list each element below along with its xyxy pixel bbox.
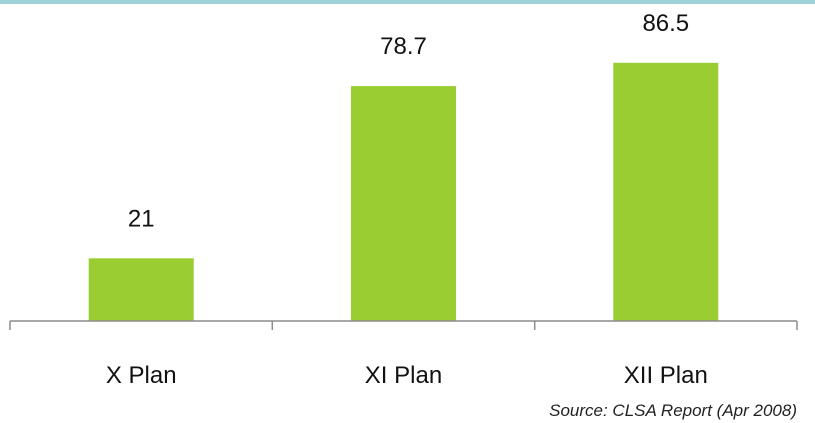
value-labels-group: 21 78.7 86.5 [128,10,689,233]
bar-1 [88,258,194,321]
value-label-1: 21 [128,205,155,232]
category-label-2: XI Plan [365,362,442,389]
category-label-3: XII Plan [624,362,708,389]
tick-labels-group: X Plan XI Plan XII Plan [106,362,708,389]
top-rule [0,0,815,4]
category-label-1: X Plan [106,362,177,389]
value-label-3: 86.5 [642,10,689,37]
bar-2 [351,86,456,321]
bars-group [88,62,719,322]
bar-3 [613,62,719,322]
value-label-2: 78.7 [380,33,427,60]
x-axis [9,320,798,330]
source-note: Source: CLSA Report (Apr 2008) [549,401,797,420]
